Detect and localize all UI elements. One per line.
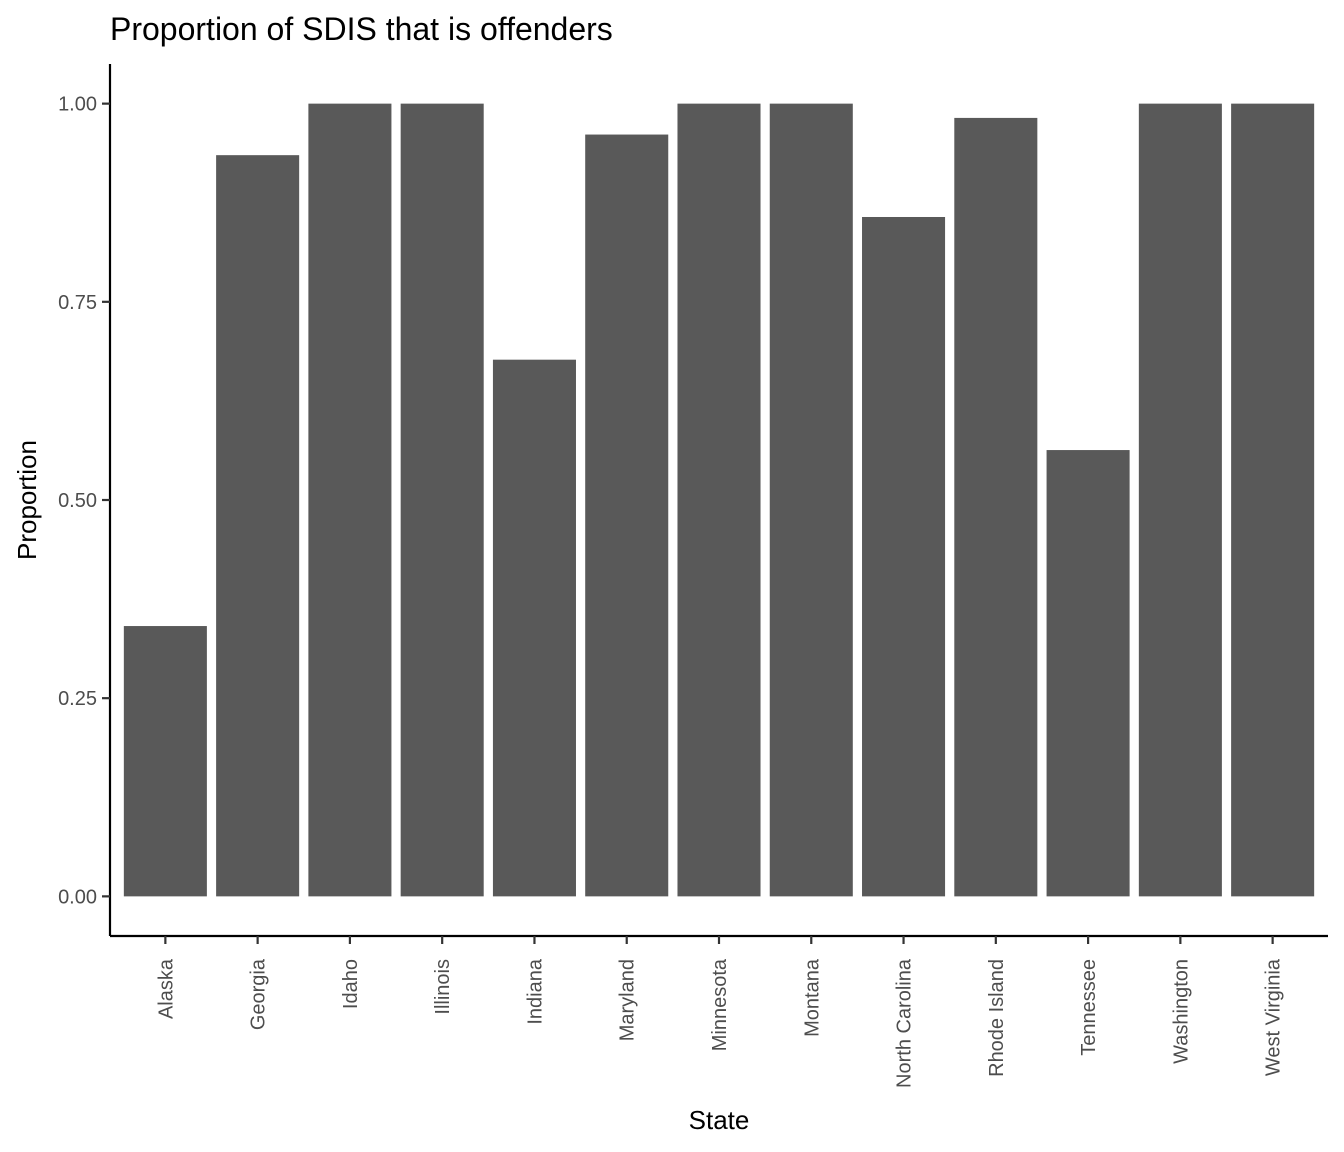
x-axis: Alaska Georgia Idaho Illinois Indiana Marylan… — [110, 934, 1328, 1088]
x-tick-label: Minnesota — [709, 958, 731, 1051]
bars-group — [123, 103, 1315, 897]
x-tick-label: North Carolina — [894, 958, 916, 1088]
y-axis: 0.00 0.25 0.50 0.75 1.00 — [58, 64, 112, 936]
y-axis-title: Proportion — [12, 440, 42, 560]
x-tick-label: Washington — [1170, 959, 1192, 1064]
x-tick-label: Tennessee — [1078, 959, 1100, 1056]
bar-north-carolina — [862, 216, 946, 897]
x-tick-label: West Virginia — [1263, 958, 1285, 1076]
bar-indiana — [492, 359, 576, 897]
y-tick-label: 0.50 — [58, 490, 97, 512]
bar-montana — [769, 103, 853, 897]
x-tick-label: Maryland — [617, 959, 639, 1041]
bar-illinois — [400, 103, 484, 897]
x-tick-label: Idaho — [340, 959, 362, 1009]
x-tick-label: Georgia — [248, 958, 270, 1030]
bar-washington — [1138, 103, 1222, 897]
bar-minnesota — [677, 103, 761, 897]
bar-maryland — [585, 134, 669, 897]
bar-rhode-island — [954, 117, 1038, 897]
bar-idaho — [308, 103, 392, 897]
x-axis-title: State — [689, 1105, 750, 1135]
chart-title: Proportion of SDIS that is offenders — [110, 11, 613, 47]
x-tick-label: Rhode Island — [986, 959, 1008, 1077]
y-tick-label: 1.00 — [58, 94, 97, 116]
x-tick-label: Indiana — [524, 958, 546, 1024]
bar-tennessee — [1046, 450, 1130, 897]
x-tick-label: Illinois — [432, 959, 454, 1015]
bar-georgia — [216, 155, 300, 897]
bar-alaska — [123, 626, 207, 897]
bar-west-virginia — [1231, 103, 1315, 897]
x-tick-label: Montana — [801, 958, 823, 1037]
x-tick-label: Alaska — [155, 958, 177, 1019]
y-tick-label: 0.25 — [58, 688, 97, 710]
y-tick-label: 0.75 — [58, 292, 97, 314]
y-tick-label: 0.00 — [58, 886, 97, 908]
